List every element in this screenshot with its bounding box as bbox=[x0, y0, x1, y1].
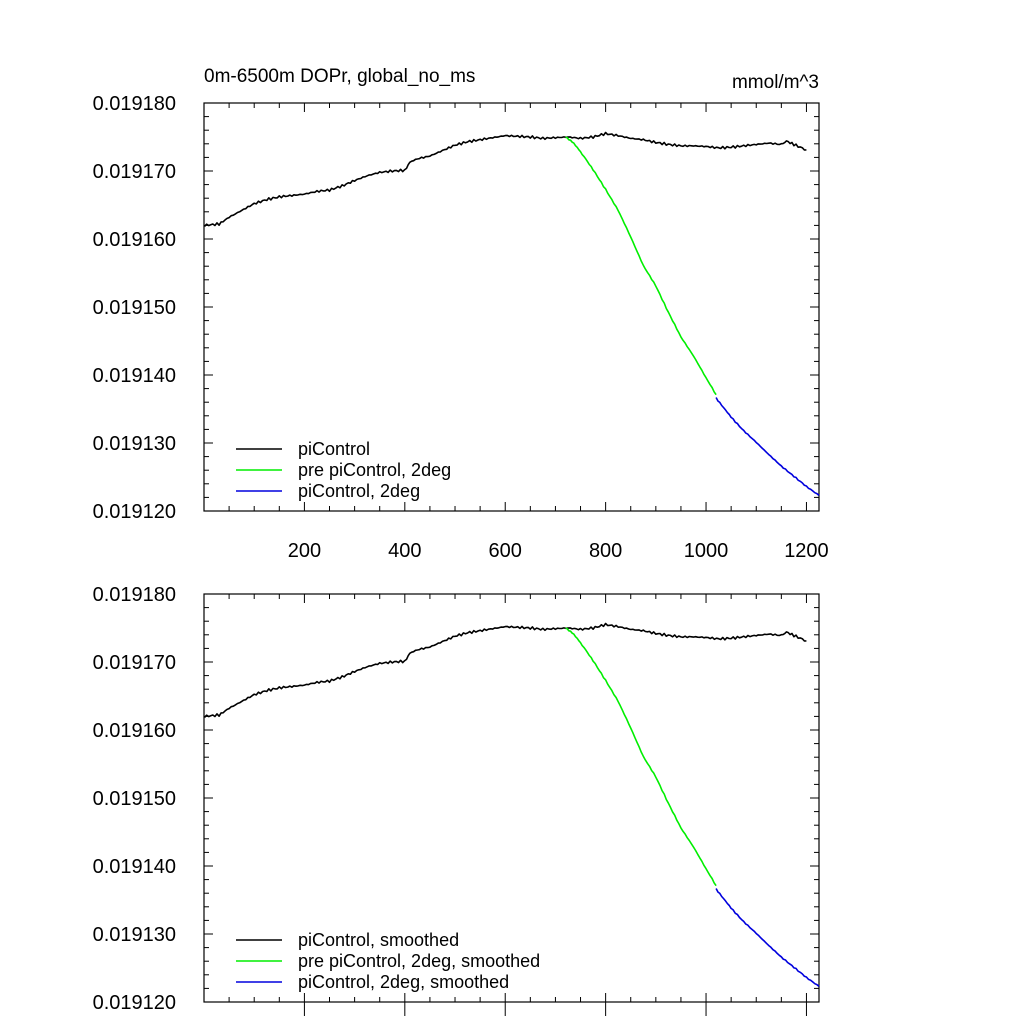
x-tick-label: 1000 bbox=[684, 540, 729, 562]
y-tick-label: 0.019170 bbox=[93, 161, 176, 183]
top-panel: 0.019120 0.019130 0.019140 0.019150 0.019160… bbox=[93, 93, 829, 562]
y-tick-label: 0.019140 bbox=[93, 856, 176, 878]
y-tick-label: 0.019120 bbox=[93, 992, 176, 1014]
x-tick-label: 400 bbox=[388, 540, 421, 562]
y-tick-label: 0.019160 bbox=[93, 229, 176, 251]
y-tick-label: 0.019130 bbox=[93, 924, 176, 946]
figure-title: 0m-6500m DOPr, global_no_ms bbox=[204, 66, 475, 87]
y-tick-label: 0.019180 bbox=[93, 584, 176, 606]
plot-frame bbox=[203, 593, 820, 1003]
x-tick-label: 600 bbox=[489, 540, 522, 562]
y-tick-label: 0.019160 bbox=[93, 720, 176, 742]
y-tick-label: 0.019150 bbox=[93, 788, 176, 810]
legend-label: piControl, smoothed bbox=[298, 930, 459, 950]
y-tick-label: 0.019120 bbox=[93, 501, 176, 523]
y-tick-label: 0.019140 bbox=[93, 365, 176, 387]
series-line-0 bbox=[203, 131, 807, 227]
y-tick-label: 0.019170 bbox=[93, 652, 176, 674]
legend-label: pre piControl, 2deg bbox=[298, 460, 451, 480]
series-line-0 bbox=[203, 622, 807, 718]
series-line-1 bbox=[565, 136, 717, 396]
series-line-1 bbox=[565, 627, 717, 887]
series-line-2 bbox=[715, 397, 820, 497]
series-line-2 bbox=[715, 888, 820, 988]
y-tick-label: 0.019180 bbox=[93, 93, 176, 115]
legend-label: piControl, 2deg bbox=[298, 481, 420, 501]
legend-label: piControl, 2deg, smoothed bbox=[298, 972, 509, 992]
y-tick-label: 0.019150 bbox=[93, 297, 176, 319]
y-tick-label: 0.019130 bbox=[93, 433, 176, 455]
legend-label: pre piControl, 2deg, smoothed bbox=[298, 951, 540, 971]
x-tick-label: 1200 bbox=[784, 540, 829, 562]
plot-frame bbox=[203, 102, 820, 512]
x-tick-label: 200 bbox=[288, 540, 321, 562]
units-label: mmol/m^3 bbox=[732, 72, 819, 93]
bottom-panel: 0.019120 0.019130 0.019140 0.019150 0.019160… bbox=[93, 584, 820, 1016]
legend-label: piControl bbox=[298, 439, 370, 459]
x-tick-label: 800 bbox=[589, 540, 622, 562]
